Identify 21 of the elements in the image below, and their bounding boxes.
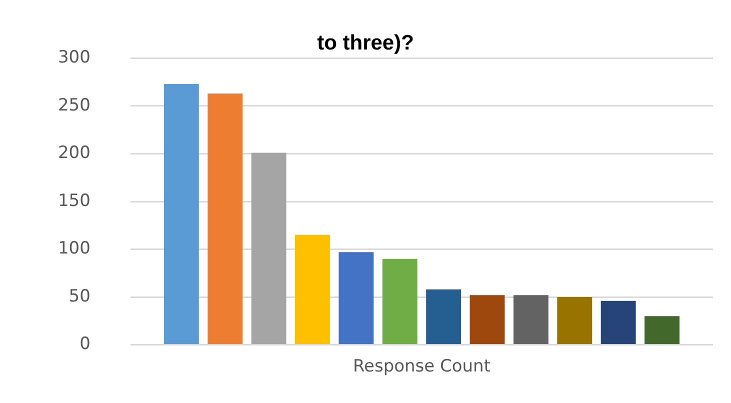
y-tick-label: 250 — [58, 95, 90, 116]
bar — [600, 300, 636, 344]
x-tick-label: Response Count — [352, 356, 491, 376]
bar — [382, 258, 418, 344]
y-tick-label: 150 — [58, 190, 90, 211]
bar — [208, 94, 243, 344]
bar — [470, 295, 505, 344]
bar — [295, 234, 330, 344]
chart-title: to three)? — [317, 31, 414, 54]
y-tick-label: 200 — [58, 143, 90, 164]
y-tick-label: 100 — [58, 238, 90, 259]
bar — [338, 252, 374, 344]
bar — [513, 295, 548, 344]
y-tick-label: 50 — [68, 286, 90, 306]
bar — [251, 152, 286, 344]
bar — [557, 297, 592, 344]
y-tick-label: 0 — [80, 334, 90, 354]
y-tick-label: 300 — [58, 48, 90, 68]
bar — [426, 289, 462, 344]
bar — [644, 316, 680, 344]
bar — [164, 84, 199, 344]
